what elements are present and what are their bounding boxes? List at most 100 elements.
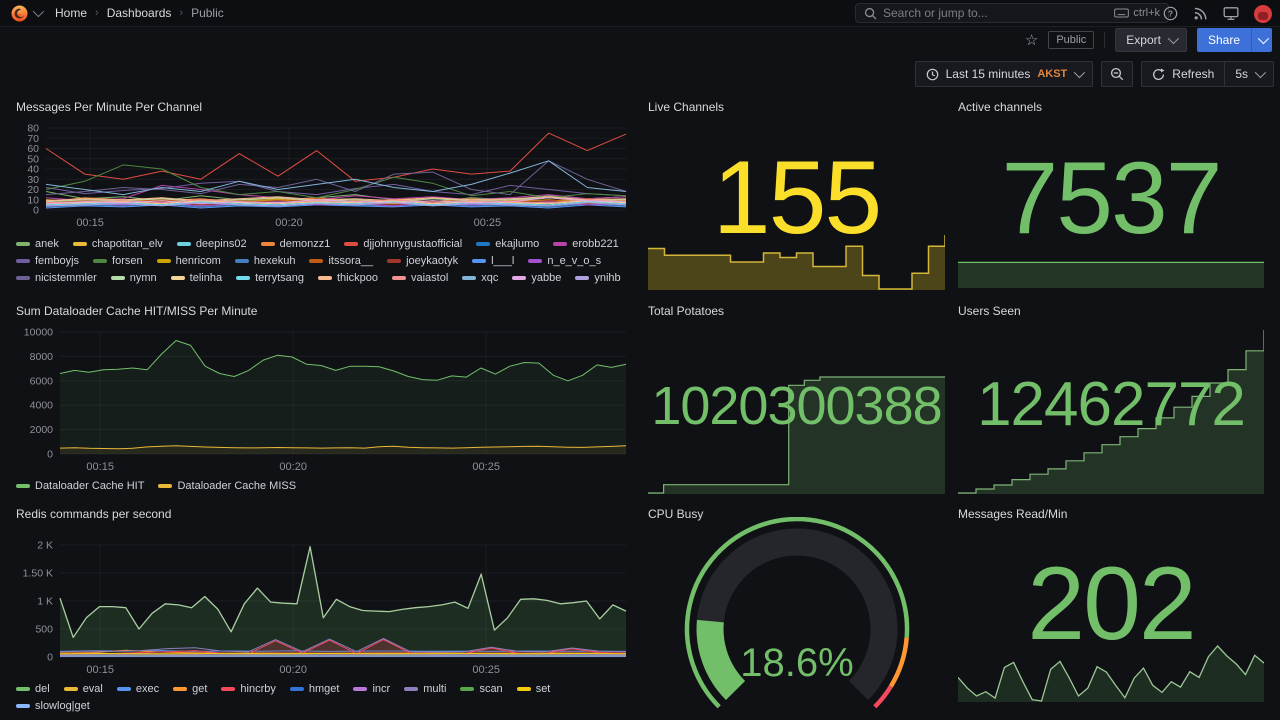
legend-item-telinha[interactable]: telinha <box>170 272 222 284</box>
legend-item-thickpoo[interactable]: thickpoo <box>317 272 378 284</box>
legend-item-eval[interactable]: eval <box>63 683 103 695</box>
svg-text:0: 0 <box>47 449 53 461</box>
zoom-out-button[interactable] <box>1101 61 1134 87</box>
legend-item-incr[interactable]: incr <box>353 683 390 695</box>
legend-item-deepins02[interactable]: deepins02 <box>176 238 247 250</box>
panel-active-channels: Active channels 7537 <box>950 94 1272 294</box>
legend-item-nymn[interactable]: nymn <box>110 272 157 284</box>
legend-swatch <box>528 259 543 263</box>
svg-text:1.50 K: 1.50 K <box>23 568 53 580</box>
legend-label: Dataloader Cache HIT <box>35 480 145 492</box>
legend-item-demonzz1[interactable]: demonzz1 <box>260 238 330 250</box>
legend-item-joeykaotyk[interactable]: joeykaotyk <box>387 255 458 267</box>
legend-swatch <box>234 259 249 263</box>
redis-chart[interactable]: 0 500 1 K 1.50 K 2 K 00:15 00:20 00:25 <box>16 523 632 677</box>
news-rss-icon[interactable] <box>1193 6 1208 21</box>
kiosk-monitor-icon[interactable] <box>1223 6 1239 21</box>
legend-item-multi[interactable]: multi <box>404 683 446 695</box>
legend-item-Dataloader Cache MISS[interactable]: Dataloader Cache MISS <box>158 480 296 492</box>
legend-item-n_e_v_o_s[interactable]: n_e_v_o_s <box>528 255 601 267</box>
time-range-picker[interactable]: Last 15 minutes AKST <box>914 61 1094 87</box>
legend-swatch <box>476 242 491 246</box>
panel-title[interactable]: Active channels <box>958 100 1043 114</box>
panel-title[interactable]: Redis commands per second <box>16 507 172 521</box>
messages-read-sparkline <box>958 644 1264 702</box>
legend-item-get[interactable]: get <box>173 683 207 695</box>
legend-item-scan[interactable]: scan <box>460 683 503 695</box>
legend-item-forsen[interactable]: forsen <box>93 255 143 267</box>
search-box[interactable]: ctrl+k <box>855 3 1169 23</box>
legend-item-yabbe[interactable]: yabbe <box>512 272 561 284</box>
legend-label: Dataloader Cache MISS <box>177 480 297 492</box>
cpu-busy-gauge: 18.6% <box>648 517 945 719</box>
legend-label: forsen <box>112 255 143 267</box>
svg-text:60: 60 <box>27 143 39 155</box>
panel-title[interactable]: Sum Dataloader Cache HIT/MISS Per Minute <box>16 304 258 318</box>
legend-item-nicistemmler[interactable]: nicistemmler <box>16 272 97 284</box>
legend-swatch <box>170 276 185 280</box>
time-controls: Last 15 minutes AKST Refresh 5s <box>914 61 1274 87</box>
legend-item-itssora__[interactable]: itssora__ <box>309 255 373 267</box>
breadcrumb-public[interactable]: Public <box>191 6 224 20</box>
legend-item-anek[interactable]: anek <box>16 238 59 250</box>
panel-messages-read: Messages Read/Min 202 <box>950 501 1272 720</box>
svg-text:00:15: 00:15 <box>76 217 104 229</box>
legend-label: joeykaotyk <box>406 255 459 267</box>
legend-item-slowlog|get[interactable]: slowlog|get <box>16 700 90 712</box>
legend-swatch <box>344 242 359 246</box>
chevron-down-icon[interactable] <box>32 5 45 18</box>
panel-title[interactable]: CPU Busy <box>648 507 704 521</box>
legend-swatch <box>260 242 275 246</box>
star-icon[interactable]: ☆ <box>1024 31 1039 49</box>
legend-label: chapotitan_elv <box>91 238 163 250</box>
svg-text:1 K: 1 K <box>37 596 53 608</box>
share-menu-button[interactable] <box>1251 28 1272 52</box>
breadcrumb-dashboards[interactable]: Dashboards <box>106 6 172 20</box>
legend-item-djjohnnygustaofficial[interactable]: djjohnnygustaofficial <box>344 238 462 250</box>
panel-title[interactable]: Messages Per Minute Per Channel <box>16 100 203 114</box>
refresh-button[interactable]: Refresh <box>1141 61 1225 87</box>
legend-item-ynihb[interactable]: ynihb <box>575 272 621 284</box>
legend-item-del[interactable]: del <box>16 683 50 695</box>
legend-item-exec[interactable]: exec <box>116 683 159 695</box>
panel-title[interactable]: Messages Read/Min <box>958 507 1068 521</box>
legend-item-set[interactable]: set <box>516 683 550 695</box>
search-input[interactable] <box>883 6 1109 20</box>
legend-item-hincrby[interactable]: hincrby <box>221 683 276 695</box>
legend-item-chapotitan_elv[interactable]: chapotitan_elv <box>72 238 163 250</box>
grafana-logo[interactable] <box>10 4 29 23</box>
legend-item-xqc[interactable]: xqc <box>462 272 498 284</box>
legend-item-henricom[interactable]: henricom <box>156 255 221 267</box>
panel-title[interactable]: Total Potatoes <box>648 304 725 318</box>
legend-item-femboyjs[interactable]: femboyjs <box>16 255 79 267</box>
user-avatar[interactable] <box>1254 4 1272 23</box>
breadcrumb-home[interactable]: Home <box>55 6 88 20</box>
share-button[interactable]: Share <box>1196 28 1251 52</box>
legend-swatch <box>236 276 251 280</box>
legend-item-erobb221[interactable]: erobb221 <box>553 238 619 250</box>
legend-item-l___l[interactable]: l___l <box>472 255 514 267</box>
legend-item-terrytsang[interactable]: terrytsang <box>236 272 304 284</box>
chevron-down-icon <box>1167 32 1180 45</box>
live-channels-value: 155 <box>712 139 883 256</box>
legend-item-hmget[interactable]: hmget <box>289 683 339 695</box>
panel-title[interactable]: Users Seen <box>958 304 1021 318</box>
legend-item-Dataloader Cache HIT[interactable]: Dataloader Cache HIT <box>16 480 144 492</box>
refresh-interval-picker[interactable]: 5s <box>1224 61 1274 87</box>
legend-label: hexekuh <box>253 255 296 267</box>
help-icon[interactable]: ? <box>1163 6 1178 21</box>
users-seen-sparkline <box>958 328 1264 494</box>
legend-swatch <box>16 242 30 246</box>
legend-label: slowlog|get <box>35 700 90 712</box>
grafana-logo-icon <box>11 5 28 21</box>
chevron-down-icon <box>1074 66 1086 79</box>
export-button[interactable]: Export <box>1115 28 1187 52</box>
svg-text:18.6%: 18.6% <box>740 641 853 685</box>
refresh-group: Refresh 5s <box>1141 61 1274 87</box>
legend-item-vaiastol[interactable]: vaiastol <box>391 272 448 284</box>
panel-title[interactable]: Live Channels <box>648 100 725 114</box>
messages-chart[interactable]: 0 10 20 30 40 50 60 70 80 00:15 00:20 00:25 <box>16 116 632 232</box>
legend-item-ekajlumo[interactable]: ekajlumo <box>476 238 539 250</box>
legend-item-hexekuh[interactable]: hexekuh <box>234 255 296 267</box>
dataloader-chart[interactable]: 0 2000 4000 6000 8000 10000 00:15 00:20 00:25 <box>16 320 632 474</box>
